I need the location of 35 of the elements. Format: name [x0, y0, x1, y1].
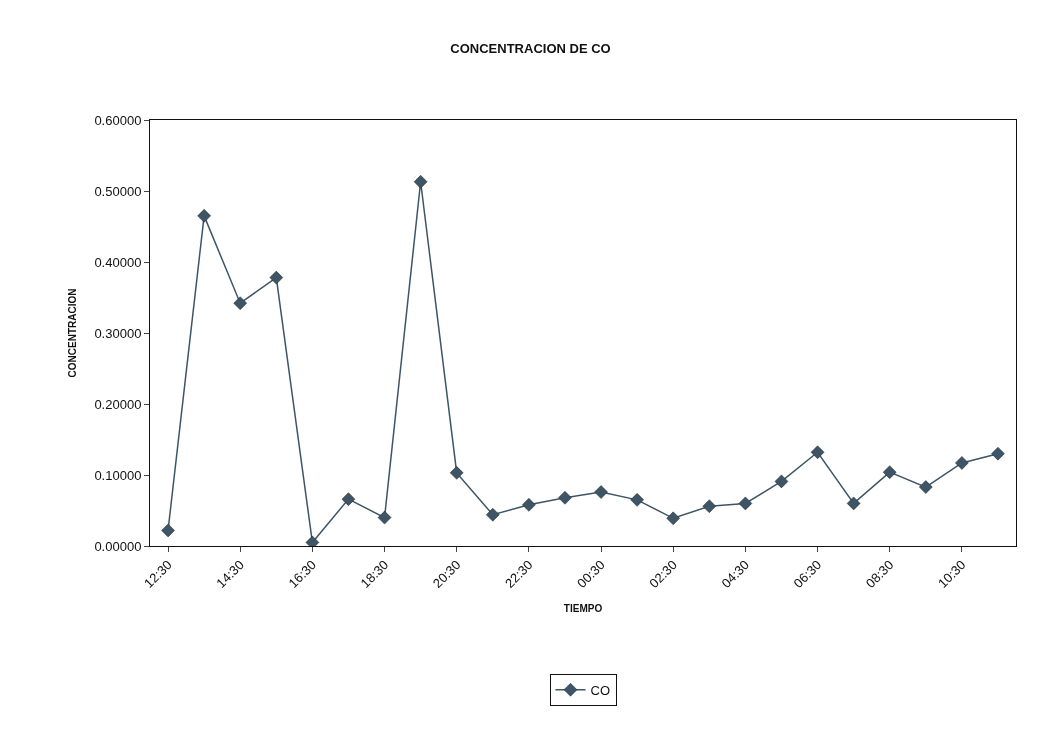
point: [486, 508, 500, 522]
point: [413, 175, 428, 189]
y-tick-label: 0.10000: [94, 467, 142, 483]
point: [955, 456, 969, 470]
y-tick-label: 0.00000: [94, 538, 142, 554]
point: [738, 496, 753, 511]
y-tick-label: 0.40000: [94, 254, 142, 270]
x-axis-title: TIEMPO: [563, 603, 603, 615]
point: [377, 510, 392, 525]
y-tick-label: 0.60000: [94, 112, 142, 128]
point: [702, 499, 717, 513]
point: [991, 446, 1005, 461]
point: [666, 511, 680, 526]
chart-title: CONCENTRACION DE CO: [450, 41, 611, 57]
point: [161, 523, 175, 538]
point: [558, 490, 572, 505]
point: [774, 474, 789, 489]
point: [882, 465, 897, 479]
point: [233, 296, 247, 310]
legend-label: CO: [590, 682, 610, 698]
y-tick-label: 0.20000: [94, 396, 142, 412]
point: [197, 209, 211, 223]
point: [630, 493, 644, 507]
point: [810, 445, 825, 460]
point: [449, 466, 464, 480]
point: [846, 496, 861, 511]
point: [305, 535, 320, 546]
point: [594, 485, 608, 499]
y-tick-label: 0.30000: [94, 325, 142, 341]
y-axis-title: CONCENTRACION: [67, 288, 79, 378]
point: [522, 498, 536, 512]
point: [341, 492, 356, 506]
point: [919, 480, 933, 494]
y-tick-label: 0.50000: [94, 183, 142, 199]
point: [269, 270, 284, 285]
